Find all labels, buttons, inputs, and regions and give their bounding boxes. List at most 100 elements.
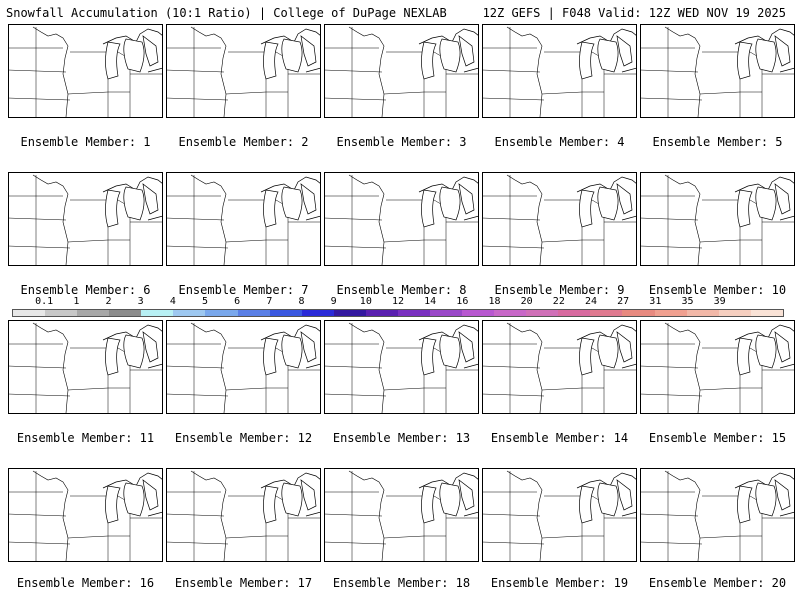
ensemble-member-label: Ensemble Member: 17 <box>174 576 313 590</box>
legend-tick-label: 24 <box>584 296 598 307</box>
legend-tick-label: 14 <box>424 296 437 307</box>
legend-swatch <box>45 310 78 316</box>
base-map <box>640 172 795 266</box>
base-map <box>8 468 163 562</box>
legend-swatch <box>590 310 623 316</box>
base-map <box>166 468 321 562</box>
legend-swatch <box>237 310 270 316</box>
base-map <box>640 24 795 118</box>
base-map <box>324 320 479 414</box>
snowfall-legend: 0.1 1 2 3 4 5 6 7 8 9 10 12 14 16 18 20 22 24 27 31 35 39 <box>12 296 784 318</box>
ensemble-member-label: Ensemble Member: 12 <box>174 431 313 445</box>
ensemble-member-label: Ensemble Member: 6 <box>20 283 151 297</box>
legend-tick-label: 5 <box>201 296 209 307</box>
ensemble-map-panel <box>8 172 163 266</box>
legend-swatch <box>750 310 783 316</box>
legend-tick-label: 9 <box>330 296 337 307</box>
legend-swatch <box>173 310 206 316</box>
legend-swatch <box>141 310 174 316</box>
base-map <box>482 468 637 562</box>
legend-swatch <box>397 310 431 316</box>
ensemble-member-label: Ensemble Member: 5 <box>652 135 783 149</box>
ensemble-member-label: Ensemble Member: 11 <box>16 431 155 445</box>
legend-tick-label: 35 <box>681 296 694 307</box>
legend-swatch <box>301 310 334 316</box>
legend-tick-label: 18 <box>488 296 501 307</box>
ensemble-member-label: Ensemble Member: 3 <box>336 135 467 149</box>
ensemble-member-label: Ensemble Member: 1 <box>20 135 151 149</box>
ensemble-member-label: Ensemble Member: 13 <box>332 431 471 445</box>
legend-tick-label: 20 <box>520 296 533 307</box>
base-map <box>324 468 479 562</box>
legend-tick-label: 8 <box>298 296 305 307</box>
legend-swatch <box>462 310 495 316</box>
ensemble-map-panel <box>324 24 479 118</box>
legend-tick-label: 6 <box>234 296 241 307</box>
ensemble-map-panel <box>8 468 163 562</box>
ensemble-map-panel <box>8 24 163 118</box>
legend-swatch <box>558 310 591 316</box>
base-map <box>8 172 163 266</box>
legend-swatch <box>430 310 463 316</box>
legend-swatch <box>494 310 527 316</box>
legend-tick-label: 7 <box>266 296 273 307</box>
legend-tick-label: 0.1 <box>35 296 54 307</box>
ensemble-member-label: Ensemble Member: 20 <box>648 576 787 590</box>
legend-tick-label: 22 <box>552 296 565 307</box>
ensemble-map-panel <box>8 320 163 414</box>
legend-tick-label: 27 <box>617 296 630 307</box>
ensemble-member-label: Ensemble Member: 9 <box>494 283 625 297</box>
legend-tick-label: 16 <box>456 296 469 307</box>
base-map <box>324 172 479 266</box>
legend-tick-label: 31 <box>649 296 662 307</box>
legend-tick-label: 10 <box>359 296 372 307</box>
ensemble-member-label: Ensemble Member: 19 <box>490 576 629 590</box>
ensemble-member-label: Ensemble Member: 2 <box>178 135 309 149</box>
ensemble-map-panel <box>324 468 479 562</box>
legend-swatch <box>365 310 398 316</box>
legend-labels: 0.1 1 2 3 4 5 6 7 8 9 10 12 14 16 18 20 22 24 27 31 35 39 <box>12 296 784 308</box>
ensemble-map-panel <box>482 24 637 118</box>
ensemble-member-label: Ensemble Member: 8 <box>336 283 467 297</box>
ensemble-map-panel <box>166 468 321 562</box>
ensemble-map-panel <box>482 468 637 562</box>
legend-tick-label: 39 <box>713 296 726 307</box>
legend-color-bar <box>12 309 784 317</box>
ensemble-member-label: Ensemble Member: 7 <box>178 283 309 297</box>
legend-swatch <box>526 310 559 316</box>
legend-swatch <box>109 310 142 316</box>
legend-tick-label: 4 <box>169 296 176 307</box>
legend-tick-label: 2 <box>105 296 112 307</box>
legend-tick-label: 1 <box>73 296 80 307</box>
base-map <box>166 320 321 414</box>
legend-swatch <box>13 310 46 316</box>
ensemble-map-panel <box>166 172 321 266</box>
ensemble-member-label: Ensemble Member: 15 <box>648 431 787 445</box>
ensemble-map-panel <box>166 320 321 414</box>
base-map <box>640 320 795 414</box>
base-map <box>324 24 479 118</box>
ensemble-map-panel <box>640 320 795 414</box>
legend-tick-label: 12 <box>391 296 405 307</box>
ensemble-member-label: Ensemble Member: 4 <box>494 135 625 149</box>
legend-swatch <box>654 310 687 316</box>
ensemble-map-panel <box>482 320 637 414</box>
ensemble-map-panel <box>166 24 321 118</box>
ensemble-member-label: Ensemble Member: 14 <box>490 431 629 445</box>
base-map <box>482 172 637 266</box>
ensemble-member-label: Ensemble Member: 18 <box>332 576 471 590</box>
base-map <box>482 320 637 414</box>
legend-swatch <box>718 310 751 316</box>
base-map <box>166 24 321 118</box>
ensemble-map-panel <box>324 172 479 266</box>
legend-swatch <box>269 310 302 316</box>
base-map <box>8 24 163 118</box>
legend-tick-label: 3 <box>137 296 144 307</box>
legend-swatch <box>205 310 238 316</box>
base-map <box>166 172 321 266</box>
ensemble-map-panel <box>482 172 637 266</box>
base-map <box>8 320 163 414</box>
base-map <box>640 468 795 562</box>
legend-swatch <box>333 310 366 316</box>
legend-swatch <box>622 310 655 316</box>
